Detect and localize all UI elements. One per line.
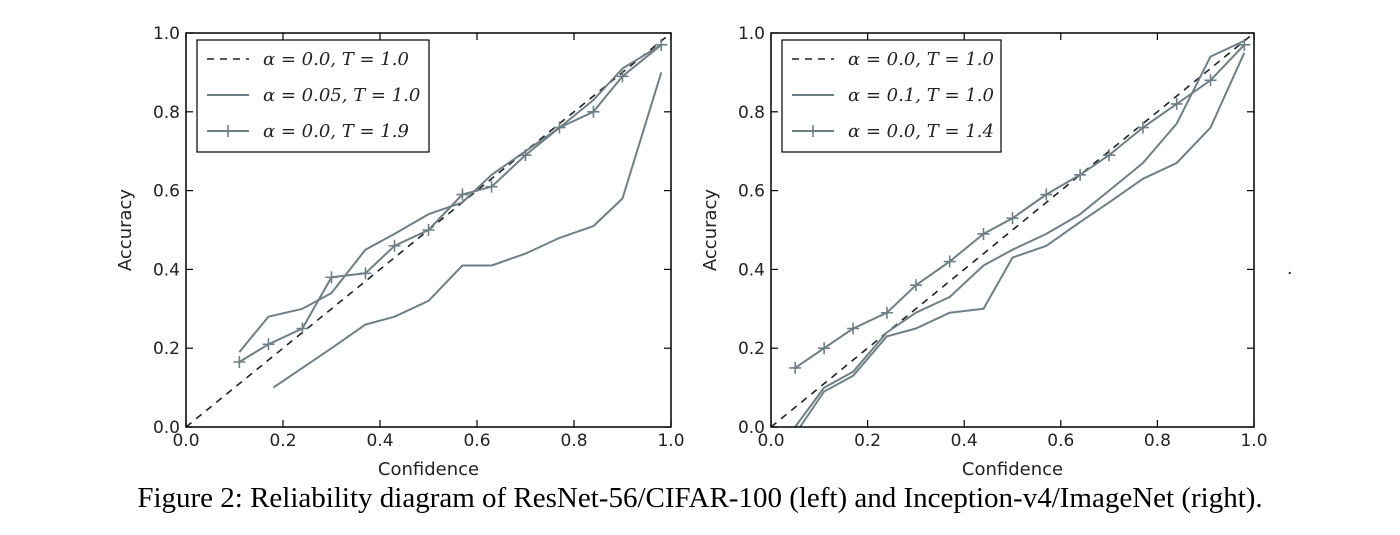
plus-marker <box>1238 38 1251 51</box>
plus-marker <box>233 355 246 368</box>
y-tick-label: 0.6 <box>738 182 765 202</box>
plot-area <box>186 33 671 427</box>
plus-marker <box>388 239 401 252</box>
series-line-2 <box>272 72 663 389</box>
plus-marker <box>1040 188 1053 201</box>
legend-entry: α = 0.05, T = 1.0 <box>263 85 420 106</box>
x-tick-label: 0.8 <box>560 431 587 451</box>
figure-caption: Figure 2: Reliability diagram of ResNet-… <box>137 482 1263 514</box>
reliability-diagrams: 0.0 0.2 0.4 0.6 0.8 1.0 0.0 0.2 0.4 0.6 0.8 1.0 Conf… <box>115 24 1292 480</box>
series-line-1 <box>238 43 662 353</box>
y-tick-label: 0.2 <box>738 339 765 359</box>
plus-marker <box>1204 74 1217 87</box>
plus-marker <box>262 338 275 351</box>
chart-panel-right: 0.0 0.2 0.4 0.6 0.8 1.0 0.0 0.2 0.4 0.6 0.8 1.0 Conf… <box>700 24 1268 480</box>
y-tick-label: 1.0 <box>153 24 180 44</box>
y-tick-label: 0.0 <box>153 418 180 438</box>
x-tick-label: 0.0 <box>757 431 784 451</box>
y-tick-label: 0.6 <box>153 182 180 202</box>
plus-marker <box>359 267 372 280</box>
x-tick-label: 0.2 <box>269 431 296 451</box>
x-tick-label: 0.6 <box>1047 431 1074 451</box>
legend-entry: α = 0.0, T = 1.0 <box>263 49 409 70</box>
y-tick-label: 0.4 <box>738 260 765 280</box>
plus-marker <box>789 361 802 374</box>
plus-marker <box>422 224 435 236</box>
plus-marker <box>943 255 956 268</box>
legend-plus-marker <box>222 125 234 137</box>
plus-marker <box>456 188 469 201</box>
plus-marker <box>1103 149 1116 162</box>
plus-marker <box>1006 212 1019 225</box>
legend-entry: α = 0.1, T = 1.0 <box>848 85 994 106</box>
y-tick-label: 0.4 <box>153 260 180 280</box>
plus-marker <box>553 121 566 134</box>
axes-frame <box>770 32 1255 428</box>
plus-marker <box>977 227 990 240</box>
series-line-3 <box>238 44 662 363</box>
plus-marker <box>880 306 893 319</box>
plus-marker <box>616 70 629 83</box>
y-tick-label: 1.0 <box>738 24 765 44</box>
plus-marker <box>655 38 668 51</box>
plus-marker <box>818 342 831 355</box>
x-tick-label: 0.6 <box>463 431 490 451</box>
legend-entry: α = 0.0, T = 1.9 <box>263 121 409 142</box>
plot-area <box>771 33 1254 427</box>
y-tick-label: 0.0 <box>738 418 765 438</box>
plus-marker <box>519 149 532 162</box>
legend-plus-marker <box>807 125 819 137</box>
y-tick-label: 0.2 <box>153 339 180 359</box>
plus-marker <box>1170 97 1183 110</box>
plus-marker <box>296 322 309 335</box>
plus-marker <box>909 279 922 292</box>
chart-panel-left: 0.0 0.2 0.4 0.6 0.8 1.0 0.0 0.2 0.4 0.6 0.8 1.0 Conf… <box>115 24 685 480</box>
x-axis-label: Confidence <box>378 459 479 480</box>
plus-marker <box>847 322 860 335</box>
series-line-1 <box>794 39 1245 427</box>
x-tick-label: 0.4 <box>951 431 978 451</box>
legend-entry: α = 0.0, T = 1.0 <box>848 49 994 70</box>
x-tick-label: 1.0 <box>657 431 684 451</box>
x-tick-label: 0.8 <box>1144 431 1171 451</box>
stray-dot: . <box>1287 259 1292 279</box>
axes-frame <box>185 32 672 428</box>
x-tick-label: 0.0 <box>172 431 199 451</box>
plus-marker <box>1136 121 1149 134</box>
x-axis-label: Confidence <box>962 459 1063 480</box>
legend: α = 0.0, T = 1.0 α = 0.1, T = 1.0 α = 0.0,… <box>781 39 1002 153</box>
y-tick-label: 0.8 <box>738 103 765 123</box>
x-tick-label: 1.0 <box>1240 431 1267 451</box>
y-axis-label: Accuracy <box>700 189 721 272</box>
x-tick-label: 0.4 <box>366 431 393 451</box>
plus-marker <box>587 105 600 118</box>
legend: α = 0.0, T = 1.0 α = 0.05, T = 1.0 α = 0.0… <box>196 39 430 153</box>
y-tick-label: 0.8 <box>153 103 180 123</box>
plus-marker <box>325 271 338 284</box>
plus-marker <box>485 180 498 193</box>
y-axis-label: Accuracy <box>115 189 136 272</box>
plus-marker <box>1074 168 1087 181</box>
series-line-2 <box>799 52 1246 427</box>
x-tick-label: 0.2 <box>854 431 881 451</box>
legend-entry: α = 0.0, T = 1.4 <box>848 121 994 142</box>
